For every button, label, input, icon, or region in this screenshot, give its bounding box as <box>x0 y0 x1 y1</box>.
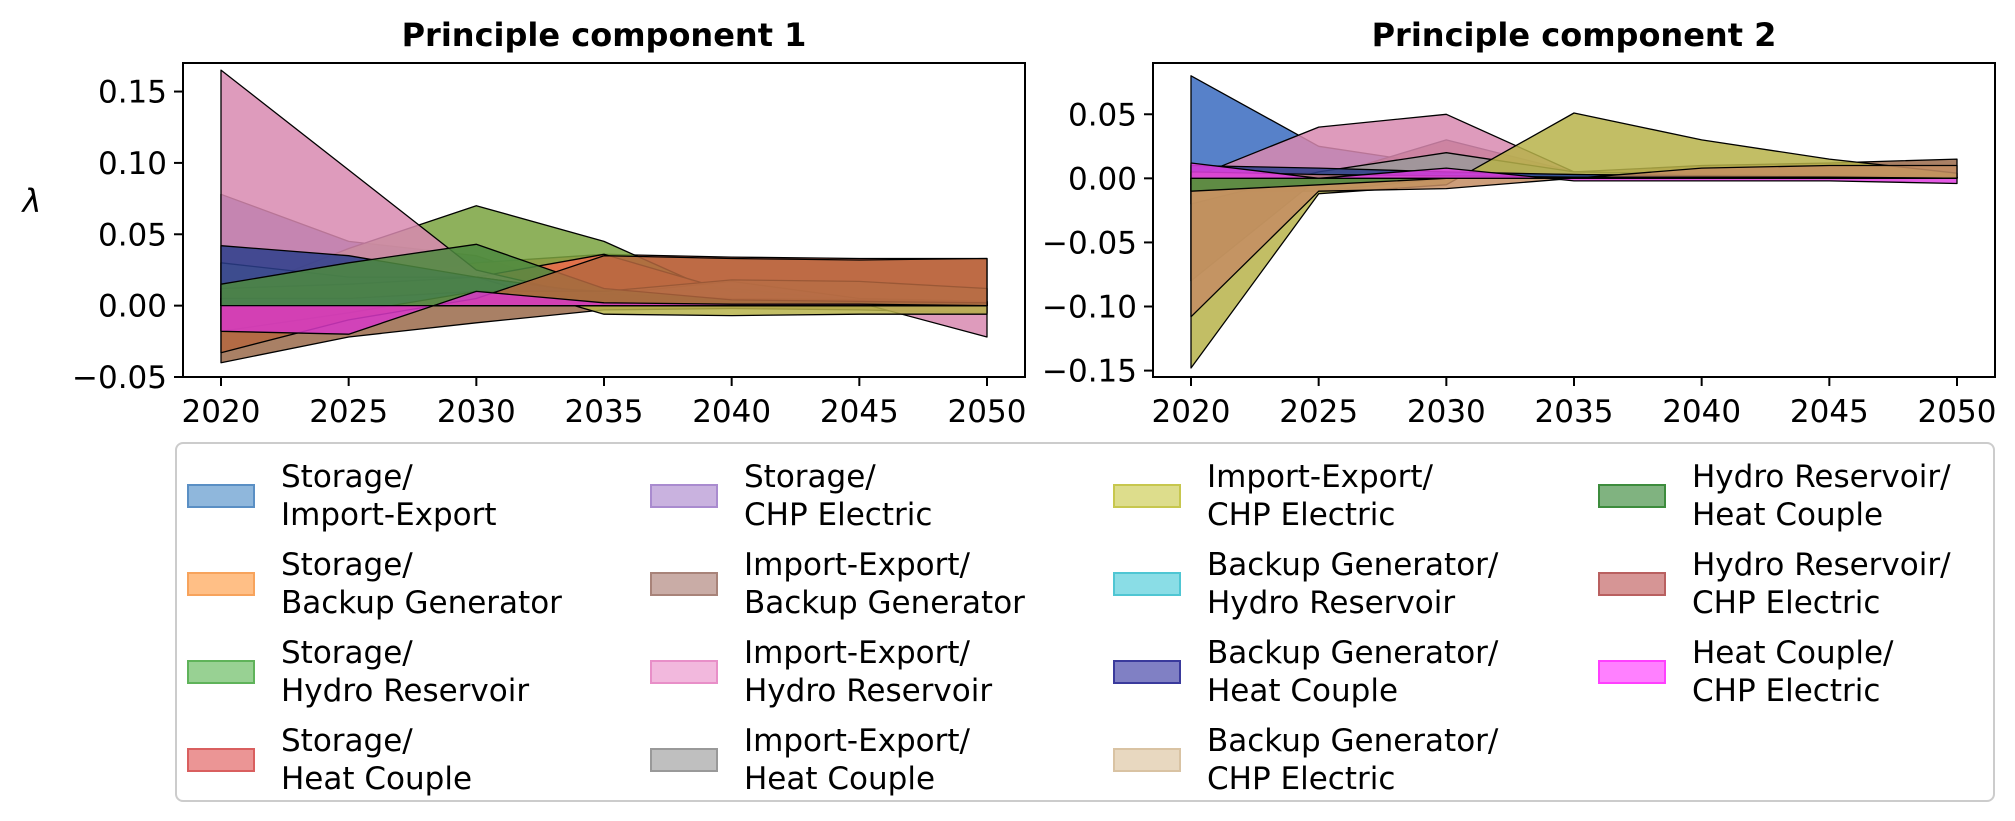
y-tick-label: 0.05 <box>98 217 167 253</box>
legend-item: Import-Export/ Hydro Reservoir <box>650 634 992 710</box>
legend-label: Heat Couple/ CHP Electric <box>1692 635 1894 709</box>
legend-item: Hydro Reservoir/ CHP Electric <box>1598 546 1951 622</box>
legend-item: Storage/ Backup Generator <box>187 546 562 622</box>
legend-swatch <box>650 660 718 684</box>
y-tick-label: 0.15 <box>98 75 167 111</box>
legend-label: Import-Export/ Hydro Reservoir <box>744 635 993 709</box>
x-tick-label: 2025 <box>1279 394 1358 430</box>
series-area <box>1190 162 1958 185</box>
x-tick-label: 2040 <box>1662 394 1741 430</box>
legend-label: Hydro Reservoir/ Heat Couple <box>1692 459 1951 533</box>
legend-swatch <box>1598 572 1666 596</box>
legend-item: Storage/ Import-Export <box>187 458 497 534</box>
legend-item: Storage/ Heat Couple <box>187 722 472 798</box>
legend-item: Import-Export/ Heat Couple <box>650 722 970 798</box>
series-area <box>1190 164 1958 318</box>
legend-label: Storage/ Heat Couple <box>281 723 473 797</box>
y-tick-label: −0.05 <box>72 360 167 396</box>
legend-item: Storage/ CHP Electric <box>650 458 932 534</box>
legend-item: Import-Export/ Backup Generator <box>650 546 1025 622</box>
x-tick-label: 2020 <box>182 394 261 430</box>
x-tick-label: 2045 <box>1790 394 1869 430</box>
y-tick-label: 0.05 <box>1068 97 1137 133</box>
legend-swatch <box>1598 660 1666 684</box>
legend-item: Hydro Reservoir/ Heat Couple <box>1598 458 1951 534</box>
x-tick-label: 2040 <box>692 394 771 430</box>
y-axis-label: λ <box>21 182 42 220</box>
x-tick-label: 2050 <box>948 394 1027 430</box>
legend-label: Storage/ CHP Electric <box>744 459 933 533</box>
x-tick-label: 2035 <box>1535 394 1614 430</box>
legend-item: Storage/ Hydro Reservoir <box>187 634 529 710</box>
legend-item: Backup Generator/ Hydro Reservoir <box>1113 546 1498 622</box>
x-tick-label: 2050 <box>1918 394 1997 430</box>
legend-label: Backup Generator/ CHP Electric <box>1207 723 1499 797</box>
legend-swatch <box>1113 748 1181 772</box>
legend-item: Import-Export/ CHP Electric <box>1113 458 1433 534</box>
legend-swatch <box>187 572 255 596</box>
legend-swatch <box>1113 484 1181 508</box>
legend-item: Backup Generator/ CHP Electric <box>1113 722 1498 798</box>
legend: Storage/ Import-Export Storage/ Backup Ge… <box>175 442 1995 802</box>
y-tick-label: 0.00 <box>1068 161 1137 197</box>
legend-swatch <box>650 484 718 508</box>
y-tick-label: −0.10 <box>1042 290 1137 326</box>
chart-title: Principle component 1 <box>402 16 807 54</box>
chart-title: Principle component 2 <box>1372 16 1777 54</box>
plot-area <box>220 69 988 364</box>
legend-label: Storage/ Import-Export <box>281 459 497 533</box>
x-tick-label: 2035 <box>565 394 644 430</box>
legend-label: Backup Generator/ Hydro Reservoir <box>1207 547 1499 621</box>
legend-label: Storage/ Backup Generator <box>281 547 562 621</box>
legend-swatch <box>1598 484 1666 508</box>
legend-swatch <box>1113 572 1181 596</box>
legend-label: Import-Export/ CHP Electric <box>1207 459 1433 533</box>
legend-label: Storage/ Hydro Reservoir <box>281 635 530 709</box>
legend-swatch <box>650 572 718 596</box>
legend-swatch <box>187 748 255 772</box>
x-tick-label: 2030 <box>437 394 516 430</box>
y-tick-label: −0.05 <box>1042 225 1137 261</box>
legend-swatch <box>650 748 718 772</box>
legend-item: Backup Generator/ Heat Couple <box>1113 634 1498 710</box>
x-tick-label: 2020 <box>1152 394 1231 430</box>
legend-item: Heat Couple/ CHP Electric <box>1598 634 1893 710</box>
legend-label: Import-Export/ Backup Generator <box>744 547 1025 621</box>
y-tick-label: 0.00 <box>98 289 167 325</box>
legend-label: Hydro Reservoir/ CHP Electric <box>1692 547 1951 621</box>
x-tick-label: 2045 <box>820 394 899 430</box>
y-tick-label: 0.10 <box>98 146 167 182</box>
x-tick-label: 2030 <box>1407 394 1486 430</box>
x-tick-label: 2025 <box>309 394 388 430</box>
plot-area <box>1190 75 1958 369</box>
legend-swatch <box>1113 660 1181 684</box>
series-area <box>220 290 988 335</box>
legend-label: Backup Generator/ Heat Couple <box>1207 635 1499 709</box>
legend-swatch <box>187 484 255 508</box>
legend-label: Import-Export/ Heat Couple <box>744 723 970 797</box>
y-tick-label: −0.15 <box>1042 354 1137 390</box>
legend-swatch <box>187 660 255 684</box>
chart-panel-1: Principle component 1 2020 2025 2030 2035 204… <box>72 16 1026 430</box>
chart-panel-2: Principle component 2 2020 2025 2030 2035 204… <box>1042 16 1996 430</box>
